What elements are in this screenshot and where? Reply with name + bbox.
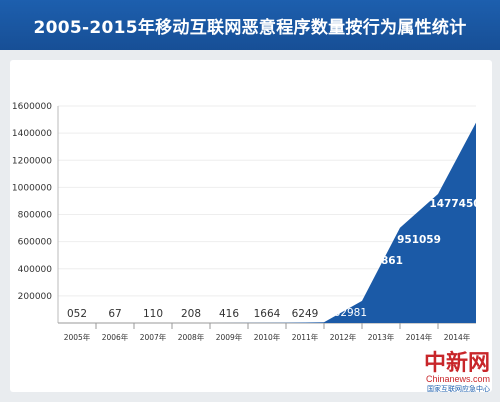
chart-card: 200000 400000 600000 800000 1000000 1200000 14… <box>10 60 492 392</box>
x-tick-label: 2011年 <box>292 332 319 342</box>
y-tick-label: 1400000 <box>12 129 52 139</box>
data-labels: 052 67 110 208 416 1664 6249 162981 702861 951059… <box>67 198 481 320</box>
x-tick-label: 2007年 <box>140 332 167 342</box>
y-tick-label: 200000 <box>18 292 53 302</box>
data-label: 052 <box>67 308 87 320</box>
x-tick-label: 2005年 <box>64 332 91 342</box>
watermark-logo-cn: 中新网 <box>423 350 490 375</box>
data-label: 162981 <box>327 307 367 319</box>
data-label: 67 <box>108 308 121 320</box>
chart-title: 2005-2015年移动互联网恶意程序数量按行为属性统计 <box>0 0 500 50</box>
x-tick-label: 2006年 <box>102 332 129 342</box>
data-label: 951059 <box>397 234 441 246</box>
x-axis: 2005年 2006年 2007年 2008年 2009年 2010年 2011年 2012年… <box>64 323 471 342</box>
x-tick-label: 2010年 <box>254 332 281 342</box>
y-tick-label: 1200000 <box>12 156 52 166</box>
x-tick-label: 2012年 <box>330 332 357 342</box>
y-tick-label: 1600000 <box>12 102 52 112</box>
data-label: 1664 <box>254 308 281 320</box>
y-axis: 200000 400000 600000 800000 1000000 1200000 14… <box>12 102 52 302</box>
watermark-org: 国家互联网应急中心 <box>427 386 490 393</box>
x-tick-label: 2014年 <box>444 332 471 342</box>
y-tick-label: 400000 <box>18 265 53 275</box>
data-label: 416 <box>219 308 239 320</box>
x-tick-label: 2008年 <box>178 332 205 342</box>
data-label: 702861 <box>359 255 403 267</box>
y-tick-label: 600000 <box>18 238 53 248</box>
data-label: 110 <box>143 308 163 320</box>
y-tick-label: 1000000 <box>12 183 52 193</box>
data-label: 1477450 <box>429 198 480 210</box>
data-label: 208 <box>181 308 201 320</box>
x-tick-label: 2009年 <box>216 332 243 342</box>
watermark-site: Chinanews.com <box>425 374 490 384</box>
x-tick-label: 2014年 <box>406 332 433 342</box>
y-tick-label: 800000 <box>18 211 53 221</box>
area-chart: 200000 400000 600000 800000 1000000 1200000 14… <box>12 102 481 342</box>
data-label: 6249 <box>292 308 319 320</box>
x-tick-label: 2013年 <box>368 332 395 342</box>
series-area <box>58 122 476 323</box>
watermark: 中新网 Chinanews.com 国家互联网应急中心 <box>424 352 490 394</box>
